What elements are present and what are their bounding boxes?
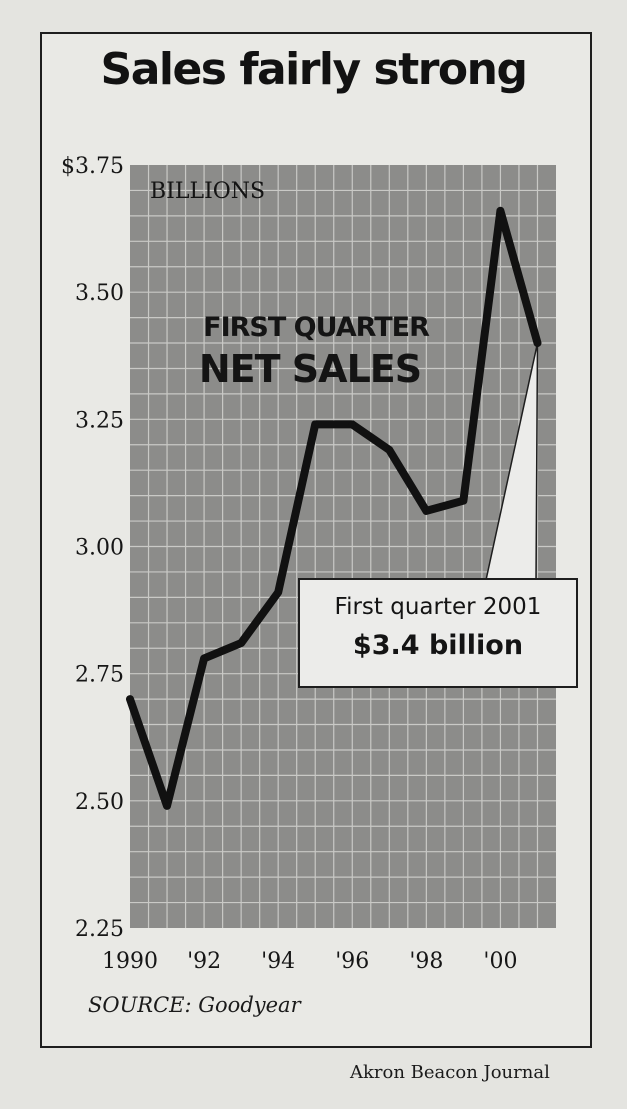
y-tick-label: 3.25 <box>75 408 124 433</box>
x-tick-label: '00 <box>483 949 517 974</box>
data-point <box>533 339 541 347</box>
y-tick-label: 3.00 <box>75 536 124 561</box>
x-tick-label: '92 <box>187 949 221 974</box>
data-point <box>163 802 171 810</box>
y-tick-label: 2.75 <box>75 663 124 688</box>
data-point <box>126 695 134 703</box>
x-tick-label: '96 <box>335 949 369 974</box>
data-point <box>237 639 245 647</box>
data-point <box>200 654 208 662</box>
inner-title-line1: FIRST QUARTER <box>203 312 430 343</box>
data-point <box>422 507 430 515</box>
inner-title-line2: NET SALES <box>199 347 421 391</box>
data-point <box>496 207 504 215</box>
data-point <box>311 420 319 428</box>
annotation-line2: $3.4 billion <box>352 630 524 661</box>
annotation-line1: First quarter 2001 <box>334 594 542 620</box>
chart-title: Sales fairly strong <box>100 44 528 95</box>
x-tick-label: '94 <box>261 949 295 974</box>
data-point <box>385 446 393 454</box>
x-tick-label: '98 <box>409 949 443 974</box>
y-tick-label: 2.25 <box>75 917 124 942</box>
data-line <box>126 206 542 810</box>
units-label: BILLIONS <box>150 179 265 204</box>
source-note: SOURCE: Goodyear <box>88 993 301 1017</box>
data-point <box>459 497 467 505</box>
credit-line: Akron Beacon Journal <box>350 1062 550 1083</box>
data-point <box>274 588 282 596</box>
y-tick-label: 2.50 <box>75 790 124 815</box>
x-tick-label: 1990 <box>102 949 158 974</box>
annotation-callout: First quarter 2001 $3.4 billion <box>298 578 578 688</box>
y-tick-label: 3.50 <box>75 281 124 306</box>
y-tick-label: $3.75 <box>61 154 124 179</box>
data-point <box>348 420 356 428</box>
